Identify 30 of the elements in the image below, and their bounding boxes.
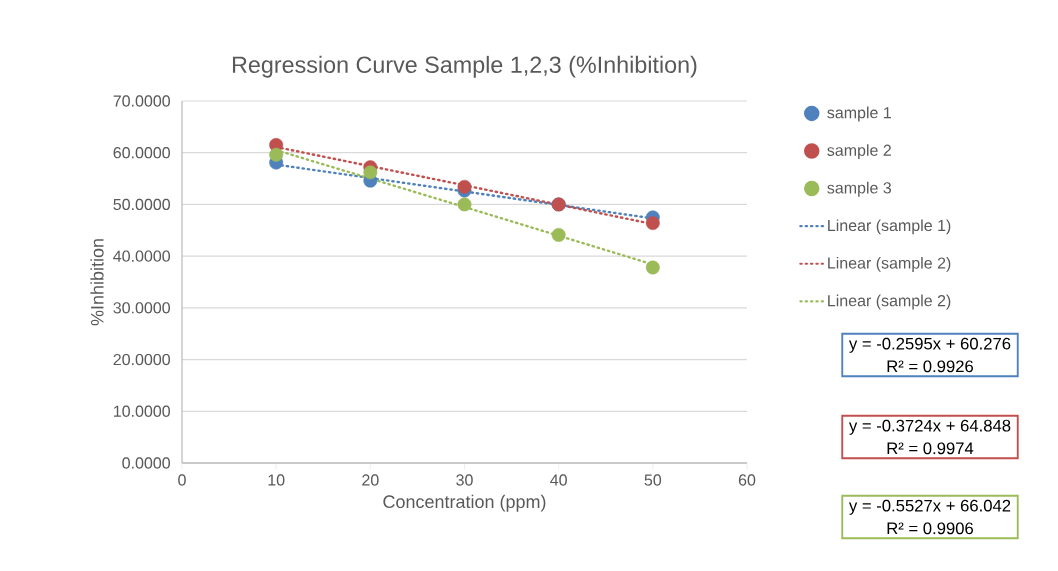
text: y = -0.5527x + 66.042: [848, 499, 1011, 515]
text: y = -0.3724x + 64.848: [848, 419, 1011, 435]
x-tick-label: 50: [644, 474, 662, 486]
x-tick-label: 60: [738, 474, 756, 486]
x-tick-label: 10: [268, 474, 285, 486]
x-tick-label: 40: [550, 474, 567, 486]
chart-title: Regression Curve Sample 1,2,3 (%Inhibition): [232, 55, 697, 78]
y-tick-label: 40.0000: [113, 250, 170, 262]
y-tick-label: 10.0000: [114, 405, 170, 417]
x-tick-label: 20: [362, 474, 379, 486]
legend-label: Linear (sample 2): [828, 256, 951, 272]
text: R² = 0.9974: [887, 442, 974, 455]
y-tick-label: 70.0000: [113, 95, 170, 107]
text: R² = 0.9926: [887, 360, 974, 373]
y-tick-label: 60.0000: [113, 147, 170, 159]
legend-label: sample 2: [827, 144, 891, 160]
y-tick-label: 20.0000: [113, 353, 170, 366]
text: y = -0.2595x + 60.276: [848, 337, 1011, 353]
legend-label: Linear (sample 2): [828, 294, 951, 310]
legend-label: Linear (sample 1): [828, 219, 951, 235]
legend-label: sample 1: [827, 106, 891, 122]
y-tick-label: 0.0000: [122, 457, 171, 469]
y-axis-title: %Inhibition: [90, 239, 104, 326]
y-tick-label: 50.0000: [113, 198, 170, 211]
text: R² = 0.9906: [887, 522, 974, 535]
x-axis-title: Concentration (ppm): [383, 494, 546, 512]
x-tick-label: 0: [178, 474, 186, 486]
y-tick-label: 30.0000: [113, 302, 170, 314]
legend-label: sample 3: [827, 181, 892, 197]
x-tick-label: 30: [456, 474, 473, 486]
